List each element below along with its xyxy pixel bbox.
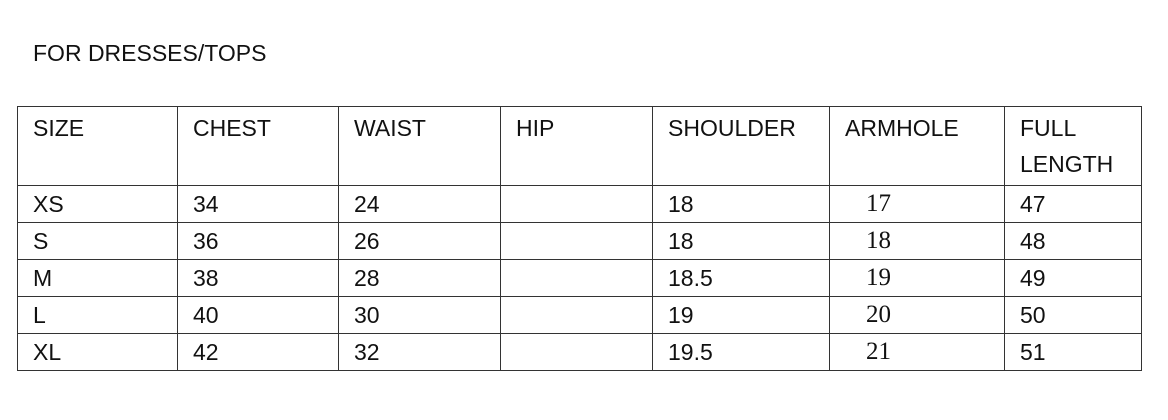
table-cell: 19 [829, 259, 1005, 297]
table-cell: L [17, 296, 178, 334]
table-cell: 21 [829, 333, 1005, 371]
column-header: HIP [500, 106, 653, 186]
table-cell: 47 [1004, 185, 1142, 223]
column-header: CHEST [177, 106, 339, 186]
column-header: SIZE [17, 106, 178, 186]
table-cell: 50 [1004, 296, 1142, 334]
table-row: L 40 30 19 20 50 [17, 296, 1142, 334]
table-cell [500, 222, 653, 260]
column-header: ARMHOLE [829, 106, 1005, 186]
table-cell: 28 [338, 259, 501, 297]
section-title: FOR DRESSES/TOPS [33, 40, 267, 66]
table-cell: XS [17, 185, 178, 223]
table-row: XL 42 32 19.5 21 51 [17, 333, 1142, 371]
header-row: SIZE CHEST WAIST HIP SHOULDER ARMHOLE FULL LEN… [17, 106, 1142, 186]
table-cell: 17 [829, 185, 1005, 223]
table-cell: 34 [177, 185, 339, 223]
table-cell [500, 333, 653, 371]
table-cell: 49 [1004, 259, 1142, 297]
table-row: M 38 28 18.5 19 49 [17, 259, 1142, 297]
table-cell: S [17, 222, 178, 260]
table-cell: 38 [177, 259, 339, 297]
column-header: SHOULDER [652, 106, 830, 186]
table-cell: 40 [177, 296, 339, 334]
table-cell [500, 185, 653, 223]
table-cell: 42 [177, 333, 339, 371]
table-cell: 19 [652, 296, 830, 334]
table-row: XS 34 24 18 17 47 [17, 185, 1142, 223]
column-header: WAIST [338, 106, 501, 186]
table-cell: 19.5 [652, 333, 830, 371]
table-cell: 36 [177, 222, 339, 260]
table-cell [500, 296, 653, 334]
table-cell: M [17, 259, 178, 297]
table-cell: XL [17, 333, 178, 371]
table-cell: 18 [829, 222, 1005, 260]
column-header: FULL LENGTH [1004, 106, 1142, 186]
table-cell: 30 [338, 296, 501, 334]
table-cell: 24 [338, 185, 501, 223]
table-cell: 48 [1004, 222, 1142, 260]
table-cell: 18 [652, 222, 830, 260]
table-cell: 51 [1004, 333, 1142, 371]
table-cell [500, 259, 653, 297]
table-row: S 36 26 18 18 48 [17, 222, 1142, 260]
table-cell: 20 [829, 296, 1005, 334]
table-cell: 18 [652, 185, 830, 223]
table-cell: 32 [338, 333, 501, 371]
size-chart-table: SIZE CHEST WAIST HIP SHOULDER ARMHOLE FULL LEN… [17, 106, 1142, 371]
table-cell: 26 [338, 222, 501, 260]
table-cell: 18.5 [652, 259, 830, 297]
